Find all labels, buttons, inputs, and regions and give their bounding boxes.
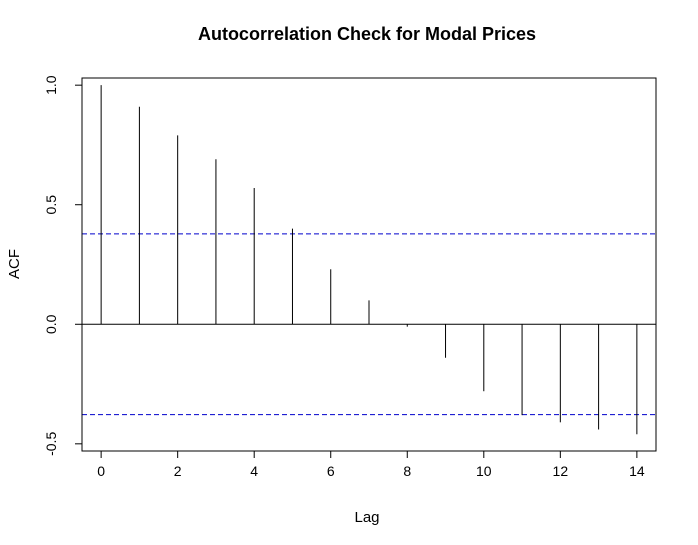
- y-tick-label: 0.0: [43, 314, 59, 334]
- x-tick-label: 4: [250, 463, 258, 479]
- x-tick-label: 2: [174, 463, 182, 479]
- y-tick-label: 0.5: [43, 195, 59, 215]
- x-tick-label: 10: [476, 463, 492, 479]
- y-tick-label: 1.0: [43, 75, 59, 95]
- x-tick-label: 8: [403, 463, 411, 479]
- acf-bars: [100, 85, 638, 435]
- y-axis: -0.5 0.0 0.5 1.0: [43, 75, 83, 456]
- x-tick-label: 14: [629, 463, 645, 479]
- y-axis-label: ACF: [6, 249, 23, 279]
- x-tick-label: 12: [553, 463, 569, 479]
- x-tick-label: 0: [97, 463, 105, 479]
- y-tick-label: -0.5: [43, 432, 59, 456]
- x-axis-label: Lag: [354, 509, 379, 526]
- plot-frame: [81, 77, 657, 452]
- x-axis: 0 2 4 6 8 10 12 14: [97, 450, 645, 479]
- chart-title: Autocorrelation Check for Modal Prices: [198, 24, 536, 44]
- x-tick-label: 6: [327, 463, 335, 479]
